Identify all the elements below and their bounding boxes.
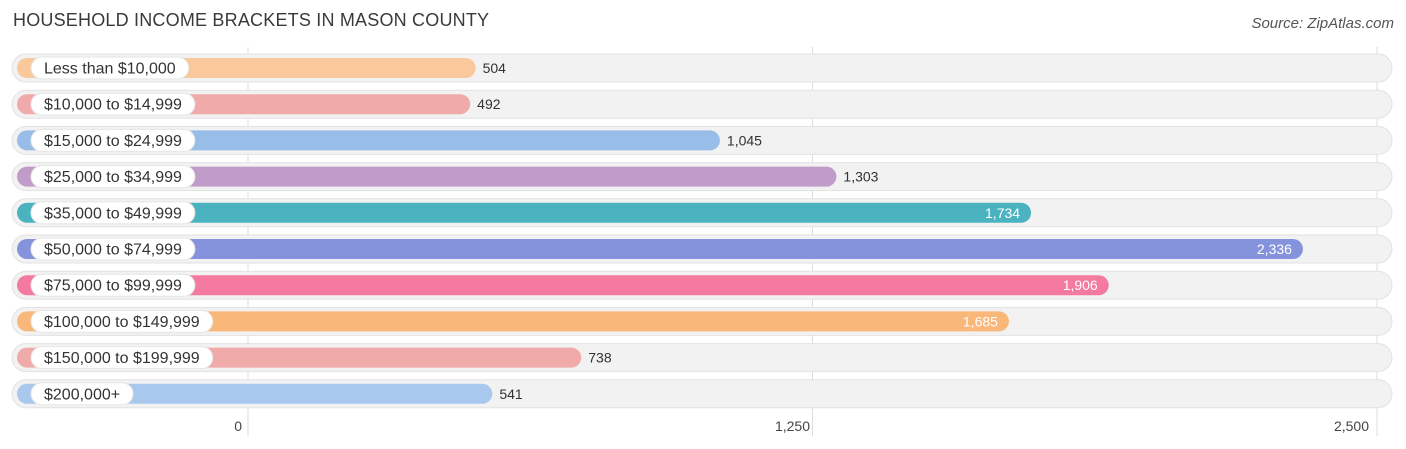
category-label-pill: [30, 128, 196, 152]
value-label: 1,734: [985, 205, 1020, 221]
category-label: $75,000 to $99,999: [44, 278, 182, 295]
x-tick-label: 2,500: [1334, 418, 1369, 434]
value-label: 738: [588, 350, 612, 366]
value-label: 504: [483, 60, 507, 76]
bar: [17, 202, 1032, 223]
value-label: 1,045: [727, 132, 762, 148]
category-label: $200,000+: [44, 386, 120, 403]
category-label: $50,000 to $74,999: [44, 242, 182, 259]
category-label-pill: [30, 165, 196, 189]
category-label: $10,000 to $14,999: [44, 97, 182, 114]
bar: [17, 166, 837, 187]
category-label-pill: [30, 237, 196, 261]
value-label: 2,336: [1257, 241, 1292, 257]
category-label-pill: [30, 273, 196, 297]
category-label: $25,000 to $34,999: [44, 169, 182, 186]
value-label: 1,906: [1063, 277, 1098, 293]
category-label-pill: [30, 92, 196, 116]
x-tick-label: 1,250: [775, 418, 810, 434]
category-label-pill: [30, 201, 196, 225]
bar: [17, 311, 1009, 332]
category-label: $15,000 to $24,999: [44, 133, 182, 150]
x-tick-label: 0: [234, 418, 242, 434]
category-label-pill: [30, 382, 134, 406]
bar: [17, 275, 1109, 296]
bar: [17, 239, 1303, 259]
value-label: 492: [477, 96, 501, 112]
category-label-pill: [30, 309, 214, 333]
category-label: $100,000 to $149,999: [44, 314, 200, 331]
bar: [17, 383, 493, 404]
category-label-pill: [30, 56, 190, 80]
value-label: 1,685: [963, 313, 998, 329]
value-label: 1,303: [843, 169, 878, 185]
category-label: $35,000 to $49,999: [44, 205, 182, 222]
category-label: $150,000 to $199,999: [44, 350, 200, 367]
chart-title: HOUSEHOLD INCOME BRACKETS IN MASON COUNT…: [13, 10, 490, 30]
category-label-pill: [30, 346, 214, 370]
chart-source: Source: ZipAtlas.com: [1251, 15, 1394, 32]
value-label: 541: [499, 386, 523, 402]
category-label: Less than $10,000: [44, 61, 176, 78]
